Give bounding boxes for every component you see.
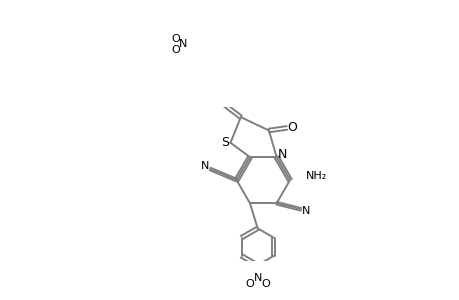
Text: O: O bbox=[171, 44, 179, 55]
Text: N: N bbox=[200, 161, 209, 171]
Text: O: O bbox=[260, 279, 269, 289]
Text: N: N bbox=[277, 148, 287, 161]
Text: NH₂: NH₂ bbox=[306, 171, 327, 181]
Text: S: S bbox=[221, 136, 229, 149]
Circle shape bbox=[173, 37, 175, 40]
Circle shape bbox=[265, 284, 268, 286]
Text: N: N bbox=[178, 39, 187, 50]
Circle shape bbox=[177, 50, 179, 53]
Circle shape bbox=[246, 284, 249, 286]
Text: O: O bbox=[286, 122, 296, 134]
Text: N: N bbox=[302, 206, 310, 216]
Text: O: O bbox=[171, 34, 179, 44]
Text: N: N bbox=[253, 272, 261, 283]
Text: O: O bbox=[245, 279, 254, 289]
